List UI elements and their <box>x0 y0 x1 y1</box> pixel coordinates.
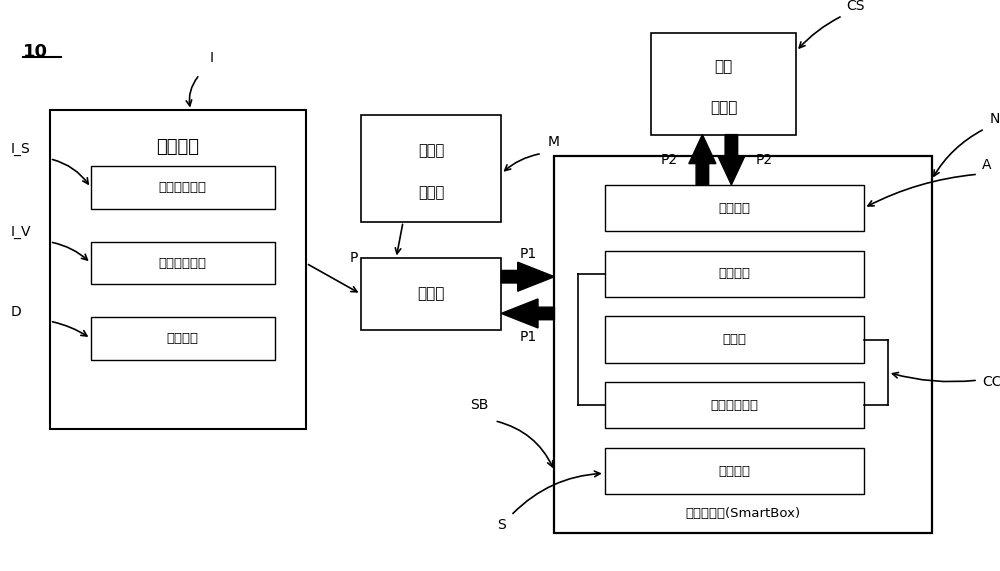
Text: 雲端: 雲端 <box>715 59 733 74</box>
Text: P2: P2 <box>756 152 773 167</box>
Text: 控制器: 控制器 <box>417 287 445 301</box>
Text: P: P <box>349 251 358 266</box>
Polygon shape <box>718 135 745 185</box>
Text: CC: CC <box>982 375 1000 389</box>
Bar <box>554 156 932 533</box>
Text: 顏示模組: 顏示模組 <box>167 332 199 345</box>
Bar <box>91 242 275 284</box>
Text: 儲存模組: 儲存模組 <box>718 464 750 477</box>
Text: 伺服器: 伺服器 <box>710 100 737 115</box>
Bar <box>361 258 501 330</box>
Text: M: M <box>548 135 560 149</box>
Bar <box>651 33 796 135</box>
Text: I_V: I_V <box>11 225 32 239</box>
Text: P1: P1 <box>519 329 536 344</box>
Text: P1: P1 <box>519 247 536 260</box>
Bar <box>361 115 501 222</box>
Bar <box>50 110 306 429</box>
Polygon shape <box>501 299 554 328</box>
Bar <box>605 251 864 297</box>
Bar <box>91 167 275 209</box>
Text: P2: P2 <box>661 152 678 167</box>
Text: D: D <box>11 304 22 319</box>
Bar <box>91 317 275 360</box>
Text: I: I <box>209 51 213 65</box>
Text: 參數設定界面: 參數設定界面 <box>159 181 207 194</box>
Bar <box>605 185 864 231</box>
Text: 處理器: 處理器 <box>722 333 746 346</box>
Text: 加工狀態界面: 加工狀態界面 <box>159 257 207 270</box>
Text: 10: 10 <box>23 43 48 61</box>
Text: 感測器: 感測器 <box>418 143 444 158</box>
Polygon shape <box>689 135 716 185</box>
Text: N: N <box>990 112 1000 126</box>
Bar <box>605 382 864 428</box>
Polygon shape <box>501 262 554 291</box>
Text: SB: SB <box>470 399 489 412</box>
Text: 人機界面: 人機界面 <box>156 138 199 156</box>
Text: A: A <box>982 158 991 171</box>
Text: 通訊模組: 通訊模組 <box>718 202 750 215</box>
Bar <box>605 316 864 363</box>
Text: S: S <box>497 518 506 532</box>
Text: 碳排放計算器: 碳排放計算器 <box>710 399 758 412</box>
Text: 工具機: 工具機 <box>418 186 444 200</box>
Text: CS: CS <box>846 0 865 13</box>
Text: 智慧機上盒(SmartBox): 智慧機上盒(SmartBox) <box>685 507 801 520</box>
Bar <box>605 448 864 494</box>
Text: I_S: I_S <box>11 142 31 156</box>
Text: 分析模組: 分析模組 <box>718 267 750 280</box>
